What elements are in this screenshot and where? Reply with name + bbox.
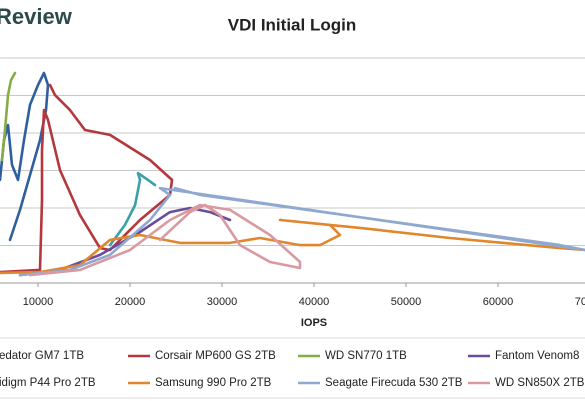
series-line [0,71,50,242]
legend-label: idigm P44 Pro 2TB [0,377,96,389]
brand-logo: Review [0,4,73,29]
legend-label: Corsair MP600 GS 2TB [155,350,276,362]
x-tick-label: 30000 [207,296,238,308]
series-line [0,71,17,162]
series-line [18,186,585,277]
x-tick-label: 40000 [299,296,330,308]
series-line [28,203,302,277]
legend-label: Seagate Firecuda 530 2TB [325,377,463,389]
legend-label: Samsung 990 Pro 2TB [155,377,272,389]
x-tick-label: 50000 [391,296,422,308]
x-axis-label: IOPS [301,317,327,329]
legend-label: WD SN850X 2TB [495,377,585,389]
series-line [108,171,157,247]
legend-label: Fantom Venom8 [495,350,579,362]
x-tick-label: 70000 [575,296,585,308]
x-tick-label: 60000 [483,296,514,308]
series-line [0,218,585,275]
legend-label: WD SN770 1TB [325,350,407,362]
x-tick-label: 10000 [23,296,54,308]
chart-title: VDI Initial Login [228,15,356,34]
legend-label: edator GM7 1TB [0,350,84,362]
x-tick-label: 20000 [115,296,146,308]
